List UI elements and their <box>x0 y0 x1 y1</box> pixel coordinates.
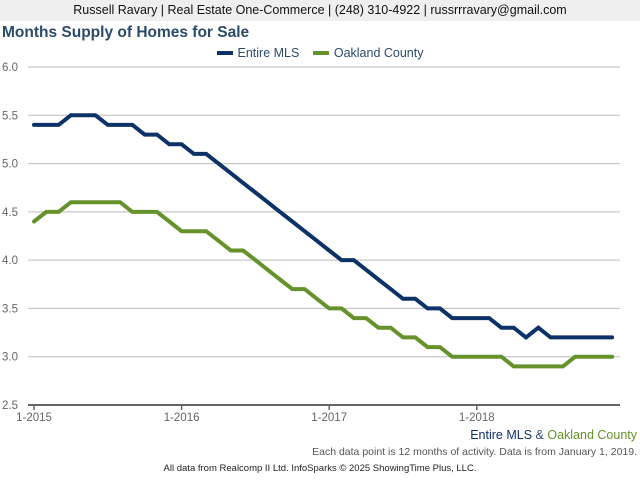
credit-amp: & <box>532 428 548 442</box>
legend-item-oakland-county[interactable]: Oakland County <box>312 46 424 60</box>
contact-text: Russell Ravary | Real Estate One-Commerc… <box>73 3 567 17</box>
y-tick-label: 2.5 <box>2 400 18 412</box>
legend-swatch-oakland-county <box>312 50 329 55</box>
y-tick-label: 5.5 <box>2 110 18 122</box>
x-tick-label: 1-2018 <box>459 412 495 424</box>
x-tick-label: 1-2017 <box>311 412 347 424</box>
y-tick-label: 5.0 <box>2 159 18 171</box>
data-note: Each data point is 12 months of activity… <box>312 446 637 458</box>
credit-oakland-county: Oakland County <box>547 428 637 442</box>
y-tick-label: 4.5 <box>2 207 18 219</box>
credit-entire-mls: Entire MLS <box>470 428 533 442</box>
series-lines <box>32 113 615 369</box>
series-credit: Entire MLS & Oakland County <box>470 428 637 442</box>
legend-label-oakland-county: Oakland County <box>333 46 424 60</box>
x-tick-label: 1-2016 <box>164 412 200 424</box>
y-tick-label: 3.5 <box>2 303 18 315</box>
legend-label-entire-mls: Entire MLS <box>237 46 300 60</box>
y-tick-label: 6.0 <box>2 62 18 74</box>
x-tick-label: 1-2015 <box>16 412 52 424</box>
grid-lines <box>28 66 620 358</box>
legend-swatch-entire-mls <box>216 50 233 55</box>
series-line-oakland-county <box>32 200 615 369</box>
line-chart: 2.53.03.54.04.55.05.56.0 1-2015 1-2016 1-2… <box>2 62 620 424</box>
y-tick-label: 4.0 <box>2 255 18 267</box>
chart-title: Months Supply of Homes for Sale <box>2 24 250 41</box>
data-source: All data from Realcomp II Ltd. InfoSpark… <box>163 463 477 474</box>
chart-legend: Entire MLS Oakland County <box>0 46 640 60</box>
x-axis: 1-2015 1-2016 1-2017 1-2018 <box>16 404 620 424</box>
series-line-entire-mls <box>32 113 615 340</box>
legend-item-entire-mls[interactable]: Entire MLS <box>216 46 300 60</box>
y-axis-ticks: 2.5 3.0 3.5 4.0 4.5 5.0 5.5 6.0 <box>2 62 18 412</box>
y-tick-label: 3.0 <box>2 352 18 364</box>
contact-header: Russell Ravary | Real Estate One-Commerc… <box>0 0 640 21</box>
